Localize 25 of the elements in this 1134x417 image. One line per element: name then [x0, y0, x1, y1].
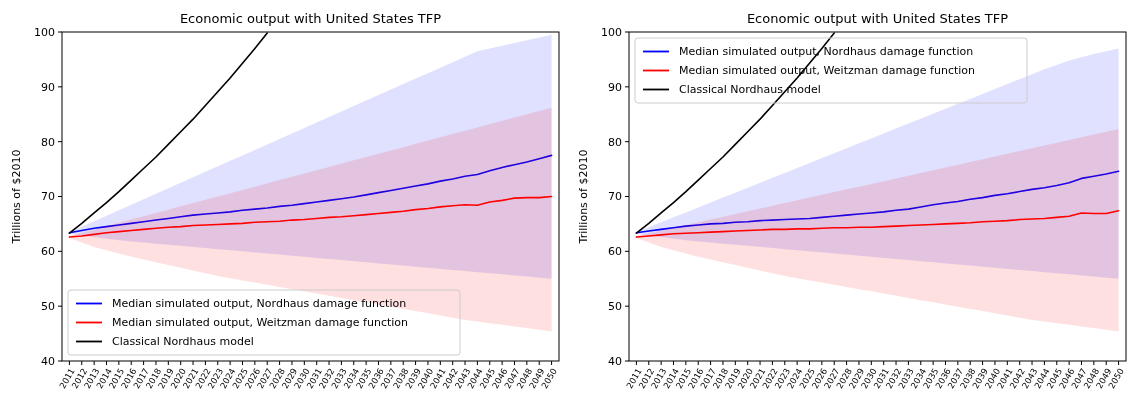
legend-label: Median simulated output, Nordhaus damage function — [112, 297, 407, 311]
chart-title: Economic output with United States TFP — [746, 11, 1009, 26]
y-tick-label: 50 — [41, 300, 55, 314]
legend-label: Classical Nordhaus model — [679, 83, 821, 97]
y-tick-label: 100 — [34, 25, 55, 39]
y-tick-label: 50 — [608, 300, 622, 314]
y-tick-label: 40 — [41, 354, 55, 368]
y-tick-label: 70 — [41, 190, 55, 204]
y-tick-label: 80 — [41, 135, 55, 149]
y-tick-label: 40 — [608, 354, 622, 368]
line-series — [635, 209, 1120, 238]
y-tick-label: 80 — [608, 135, 622, 149]
line-series — [68, 195, 553, 238]
legend-label: Classical Nordhaus model — [112, 335, 254, 349]
y-tick-label: 60 — [41, 245, 55, 259]
y-tick-label: 70 — [608, 190, 622, 204]
y-tick-label: 60 — [608, 245, 622, 259]
y-tick-label: 90 — [41, 80, 55, 94]
chart-title: Economic output with United States TFP — [179, 11, 442, 26]
y-tick-label: 90 — [608, 80, 622, 94]
legend-label: Median simulated output, Nordhaus damage function — [679, 45, 974, 59]
y-axis-title: Trillions of $2010 — [10, 149, 23, 245]
legend-label: Median simulated output, Weitzman damage function — [112, 316, 409, 330]
y-tick-label: 100 — [601, 25, 622, 39]
y-axis-title: Trillions of $2010 — [577, 149, 590, 245]
